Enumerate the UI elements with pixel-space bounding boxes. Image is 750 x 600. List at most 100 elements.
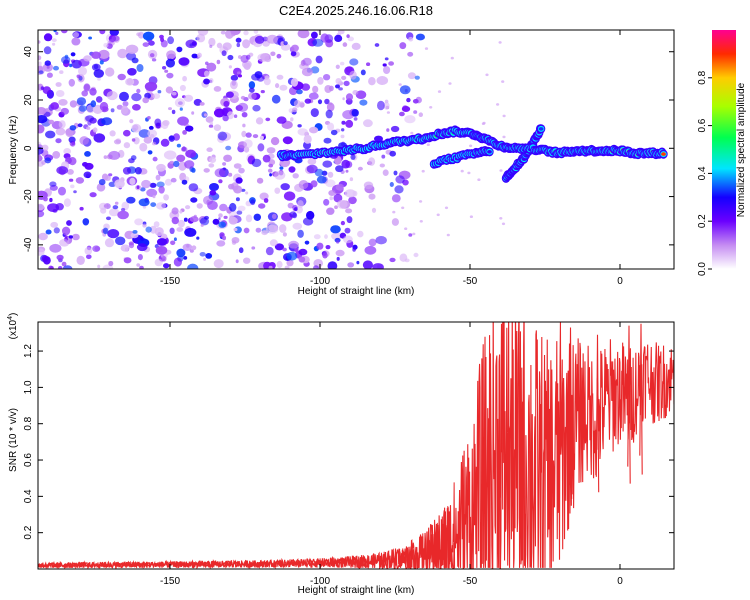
noise-speck: [206, 62, 217, 72]
noise-speck: [298, 180, 309, 190]
noise-speck: [183, 217, 188, 222]
noise-speck: [223, 100, 230, 108]
noise-speck: [38, 107, 47, 115]
noise-speck: [66, 169, 74, 175]
noise-speck: [55, 127, 66, 136]
noise-speck: [191, 41, 197, 46]
noise-speck: [110, 108, 115, 113]
noise-speck: [189, 216, 199, 223]
noise-speck: [356, 260, 360, 265]
noise-speck: [362, 260, 373, 269]
snr-x-label: Height of straight line (km): [298, 585, 415, 596]
noise-speck: [140, 237, 145, 241]
noise-speck: [341, 128, 345, 132]
noise-speck: [284, 265, 290, 269]
noise-speck: [223, 154, 233, 162]
noise-speck: [62, 226, 71, 236]
spectrogram-plot-area: [38, 30, 674, 269]
noise-speck: [134, 167, 142, 175]
noise-speck: [282, 247, 287, 252]
noise-speck: [310, 108, 319, 118]
noise-speck: [98, 49, 110, 60]
noise-speck: [130, 155, 137, 161]
noise-speck: [206, 147, 213, 152]
noise-speck: [283, 41, 288, 46]
noise-speck: [143, 136, 153, 144]
noise-speck: [327, 122, 335, 131]
noise-speck: [52, 209, 58, 213]
noise-speck: [55, 31, 59, 35]
noise-speck: [92, 127, 98, 133]
noise-speck: [304, 98, 312, 104]
noise-speck: [179, 84, 186, 92]
noise-speck: [162, 66, 167, 70]
noise-speck: [236, 42, 241, 48]
noise-speck: [59, 239, 70, 247]
noise-speck: [290, 77, 299, 87]
noise-speck: [182, 75, 188, 82]
noise-speck: [248, 87, 255, 93]
noise-speck: [393, 170, 398, 176]
noise-speck: [499, 169, 503, 172]
noise-speck: [128, 242, 135, 249]
noise-speck: [117, 48, 128, 59]
noise-speck: [70, 142, 76, 147]
noise-speck: [177, 219, 185, 228]
noise-speck: [502, 135, 506, 139]
noise-speck: [163, 263, 170, 269]
noise-speck: [235, 177, 243, 184]
noise-speck: [72, 233, 80, 241]
noise-speck: [315, 55, 323, 64]
noise-speck: [243, 146, 250, 153]
noise-speck: [121, 208, 126, 212]
noise-speck: [188, 183, 199, 192]
noise-speck: [255, 227, 262, 233]
noise-speck: [292, 204, 298, 211]
noise-speck: [141, 179, 151, 189]
noise-speck: [340, 220, 345, 226]
snr-x-tick-label: -100: [310, 576, 330, 587]
noise-speck: [126, 196, 136, 204]
noise-speck: [97, 264, 101, 269]
noise-speck: [185, 125, 194, 132]
noise-speck: [394, 185, 404, 194]
noise-speck: [460, 169, 464, 173]
noise-speck: [375, 236, 387, 245]
noise-speck: [414, 75, 420, 80]
noise-speck: [257, 143, 265, 152]
noise-speck: [96, 183, 106, 192]
noise-speck: [187, 263, 199, 269]
noise-speck: [413, 110, 418, 114]
spectrogram-frame: [37, 29, 675, 270]
noise-speck: [259, 135, 264, 140]
noise-speck: [214, 168, 226, 178]
noise-speck: [142, 223, 147, 228]
noise-speck: [327, 261, 338, 269]
noise-speck: [103, 42, 109, 48]
noise-speck: [389, 182, 394, 187]
noise-speck: [265, 224, 279, 234]
noise-speck: [325, 245, 331, 250]
spectrogram-x-ticks: -150 -100 -50 0: [160, 30, 623, 287]
noise-speck: [213, 86, 222, 92]
noise-speck: [266, 147, 276, 154]
noise-speck: [243, 139, 253, 149]
noise-speck: [328, 190, 336, 196]
noise-speck: [344, 189, 356, 198]
snr-line: [38, 322, 674, 569]
noise-speck: [269, 239, 278, 247]
noise-speck: [351, 109, 359, 117]
noise-speck: [308, 92, 319, 100]
snr-scale-base: (x10: [8, 319, 19, 339]
noise-speck: [410, 131, 414, 135]
noise-speck: [169, 227, 175, 234]
noise-speck: [100, 207, 107, 214]
noise-speck: [429, 106, 433, 109]
noise-speck: [346, 34, 350, 38]
noise-speck: [68, 136, 76, 144]
noise-speck: [176, 154, 186, 162]
noise-speck: [185, 149, 197, 158]
noise-speck: [176, 46, 183, 53]
noise-speck: [168, 107, 172, 111]
noise-speck: [368, 77, 376, 86]
